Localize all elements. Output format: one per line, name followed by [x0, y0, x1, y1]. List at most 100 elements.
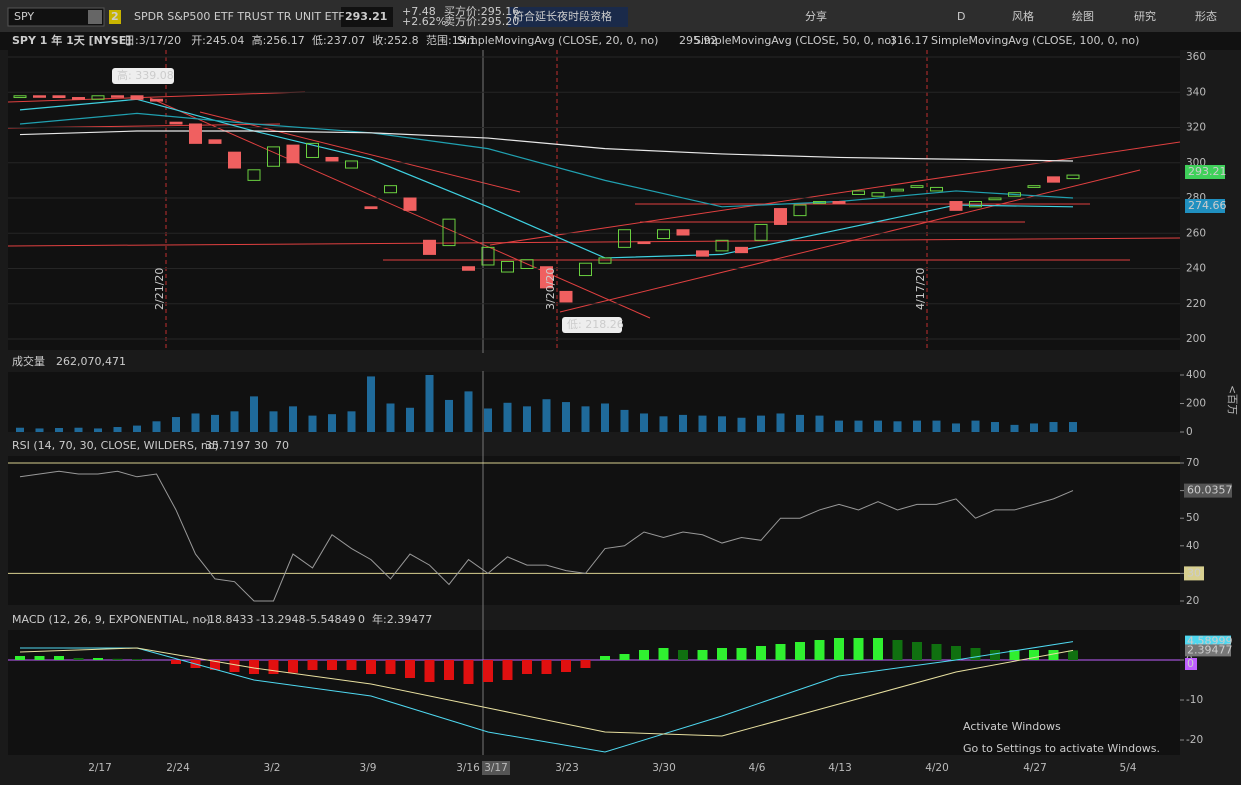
macd-histogram [580, 660, 591, 668]
trend-lines [7, 91, 1181, 319]
macd-histogram [814, 640, 825, 660]
rsi-line [19, 470, 1074, 602]
macd-histogram [405, 660, 415, 678]
x-tick-label: 4/13 [828, 762, 852, 774]
price-tag-label: 293.21 [1188, 165, 1227, 178]
volume-bar [757, 415, 765, 432]
volume-bar [464, 391, 473, 432]
trend-line [149, 97, 651, 319]
volume-bar [152, 421, 161, 432]
tool-button[interactable]: 分享 [805, 9, 827, 23]
macd-field: 0 [358, 613, 365, 626]
change-pct: +2.62% [402, 15, 446, 28]
dropdown[interactable] [88, 10, 102, 24]
candle [1008, 192, 1021, 197]
candle [345, 160, 358, 169]
ask: 卖方价:295.20 [444, 14, 519, 28]
macd-histogram [1068, 650, 1078, 660]
candle [637, 241, 651, 245]
watermark: Go to Settings to activate Windows. [963, 742, 1160, 755]
candle [813, 201, 826, 204]
last-price: 293.21 [345, 10, 387, 23]
x-tick-label: 2/24 [166, 762, 190, 774]
note-box [508, 7, 628, 27]
tool-button[interactable]: 研究 [1134, 9, 1156, 23]
macd-histogram [873, 638, 883, 660]
macd-histogram [385, 660, 396, 674]
volume-bar [55, 428, 63, 432]
info-bar [0, 32, 1241, 50]
candle [306, 142, 319, 158]
macd-histogram [912, 642, 922, 660]
y-tick-label: -10 [1186, 694, 1203, 706]
volume-bar [815, 415, 824, 432]
macd-histogram [288, 660, 298, 673]
candle [618, 229, 631, 248]
candle [384, 185, 397, 194]
y-tick-label: 240 [1186, 263, 1206, 275]
volume-bar [367, 376, 375, 432]
candle [403, 197, 417, 211]
x-tick-label: 5/4 [1120, 762, 1137, 774]
volume-value: 262,070,471 [56, 355, 126, 368]
macd-tag [1185, 658, 1197, 670]
badge: 2 [111, 10, 119, 23]
macd-histogram [853, 638, 864, 660]
badge-box [109, 10, 121, 24]
trend-line [7, 237, 1181, 247]
macd-histogram [600, 656, 610, 660]
ohlc-field: 高:256.17 [252, 33, 305, 47]
chart-title: SPY 1 年 1天 [NYSE] [12, 33, 131, 47]
tool-button[interactable]: 形态 [1195, 10, 1217, 23]
volume-bar [74, 427, 83, 432]
volume-bar [659, 416, 668, 432]
candle [91, 95, 105, 100]
volume-bar [445, 399, 453, 432]
candle [1047, 176, 1060, 183]
x-tick-label: 4/20 [925, 762, 949, 774]
y-tick-label: 20 [1186, 595, 1199, 607]
volume-bar [620, 409, 629, 432]
volume-unit: <百万 [1226, 385, 1238, 415]
bid: 买方价:295.16 [444, 4, 519, 18]
y-tick-label: 200 [1186, 398, 1206, 410]
volume-bar [737, 417, 746, 432]
macd-histogram [717, 648, 727, 660]
macd-histogram [736, 648, 747, 660]
y-tick-label: 70 [1186, 457, 1199, 469]
candle [774, 208, 787, 225]
cursor-date-box [482, 761, 510, 775]
volume-bar [484, 408, 492, 432]
volume-bar [1069, 422, 1077, 432]
study-label: 316.17 [890, 34, 929, 47]
macd-histogram [463, 660, 474, 684]
symbol[interactable]: SPY [14, 10, 34, 23]
x-tick-label: 3/2 [264, 762, 281, 774]
study-label: SimpleMovingAvg (CLOSE, 100, 0, no) [931, 34, 1139, 47]
study-label: 295.92 [679, 34, 718, 47]
candle [988, 197, 1002, 201]
candle [930, 186, 943, 192]
volume-bar [1049, 422, 1058, 432]
tool-button[interactable]: D [957, 10, 965, 23]
macd-field: -13.2948 [256, 613, 305, 626]
candle [949, 201, 963, 211]
macd-macd [20, 641, 1074, 753]
rsi-tag [1184, 483, 1232, 498]
candle [1066, 174, 1080, 180]
macd-histogram [229, 660, 240, 672]
volume-bar [971, 420, 980, 432]
tool-button[interactable]: 绘图 [1072, 9, 1094, 23]
symbol-box[interactable] [7, 7, 105, 27]
macd-histogram [951, 646, 961, 660]
y-tick-label: 400 [1186, 369, 1206, 381]
volume-bar [523, 406, 531, 432]
tool-button[interactable]: 风格 [1012, 9, 1034, 23]
candle [423, 239, 436, 255]
candle [657, 229, 670, 240]
x-tick-label: 4/6 [749, 762, 766, 774]
candle [13, 95, 27, 99]
candle [735, 246, 748, 254]
macd-histogram [522, 660, 532, 674]
y-tick-label: 50 [1186, 512, 1199, 524]
